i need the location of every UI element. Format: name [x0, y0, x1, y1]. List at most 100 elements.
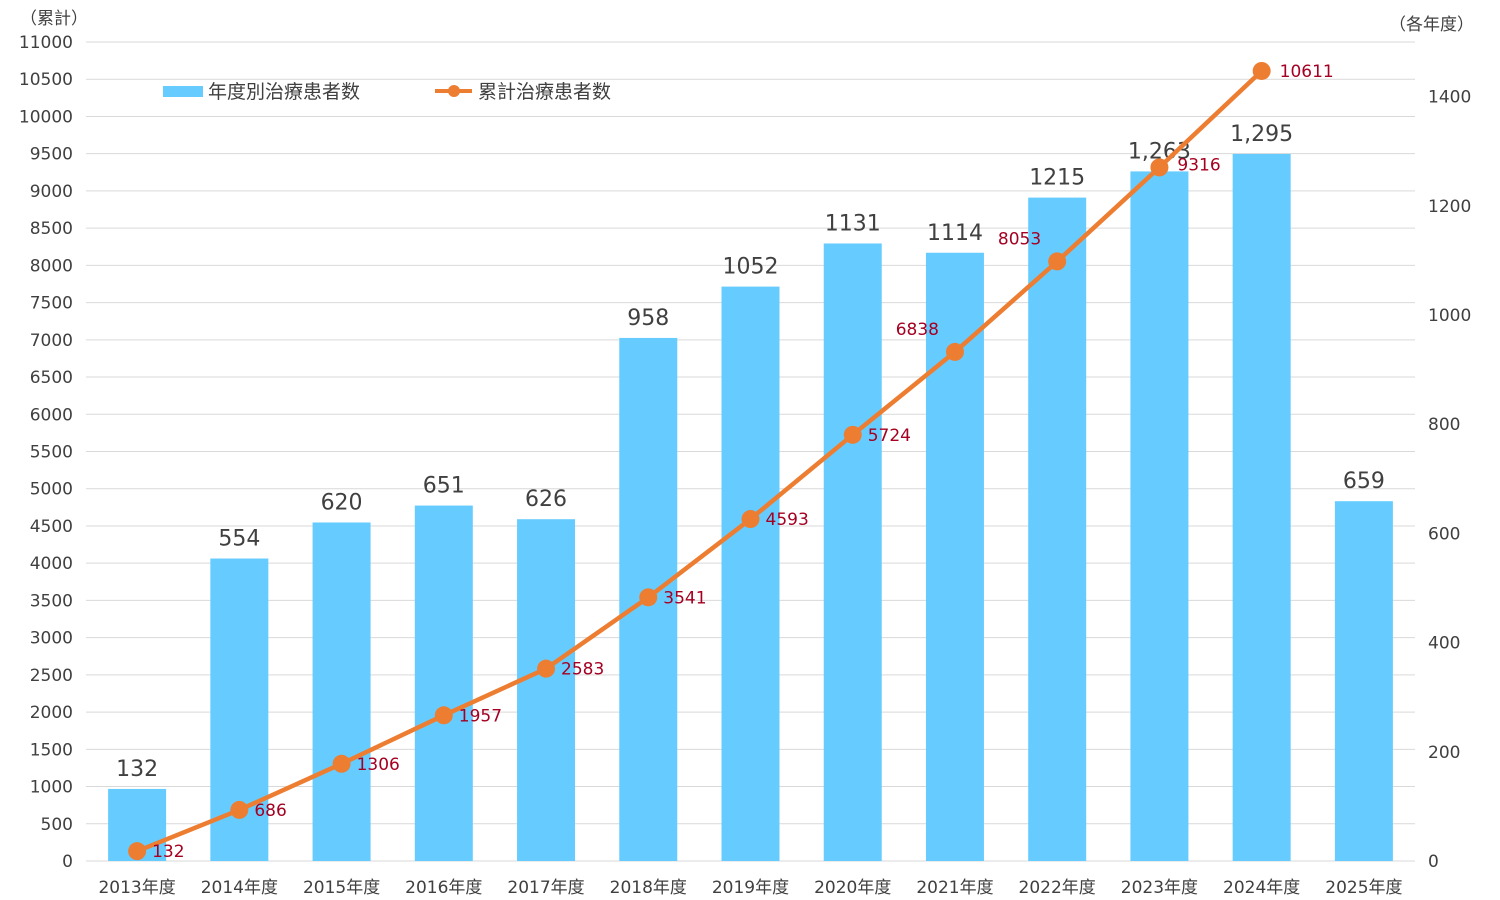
left-axis-tick-label: 7500	[30, 294, 73, 314]
x-axis-tick-label: 2019年度	[712, 878, 789, 898]
bar	[721, 286, 780, 861]
left-axis-tick-label: 5500	[30, 443, 73, 463]
right-axis-tick-label: 1000	[1428, 306, 1471, 326]
line-value-label: 2583	[561, 660, 604, 680]
line-value-label: 4593	[766, 510, 809, 530]
bar-series	[108, 153, 1393, 862]
bar	[517, 519, 576, 861]
line-data-labels: 132 686 1306 1957 2583 3541 4593 5724 6838 8053 93…	[152, 62, 1334, 862]
line-series	[128, 61, 1271, 861]
bar-value-label: 554	[218, 527, 260, 552]
line-value-label: 10611	[1280, 62, 1334, 82]
bar-value-label: 132	[116, 757, 158, 782]
x-axis-tick-label: 2022年度	[1019, 878, 1096, 898]
line-point	[1252, 61, 1271, 80]
line-value-label: 8053	[998, 229, 1041, 249]
left-axis-tick-label: 10500	[19, 70, 73, 90]
line-point	[537, 659, 556, 678]
line-point	[434, 706, 453, 725]
x-axis-tick-label: 2021年度	[916, 878, 993, 898]
legend-line-label: 累計治療患者数	[478, 81, 611, 103]
bar	[1028, 197, 1087, 862]
right-axis-tick-label: 1200	[1428, 197, 1471, 217]
x-axis-tick-label: 2023年度	[1121, 878, 1198, 898]
left-axis-tick-label: 6000	[30, 405, 73, 425]
line-point	[639, 588, 658, 607]
x-axis-tick-label: 2015年度	[303, 878, 380, 898]
bar	[1334, 501, 1393, 861]
x-axis-tick-label: 2013年度	[98, 878, 175, 898]
left-axis-tick-label: 4500	[30, 517, 73, 537]
legend-line-marker	[448, 85, 460, 97]
bar-value-label: 620	[321, 490, 363, 515]
left-axis-tick-label: 8500	[30, 219, 73, 239]
left-axis-tick-label: 2500	[30, 666, 73, 686]
line-point	[128, 842, 147, 861]
line-point	[1048, 252, 1067, 271]
bar	[1232, 153, 1291, 861]
x-axis-tick-label: 2025年度	[1325, 878, 1402, 898]
x-axis-tick-label: 2024年度	[1223, 878, 1300, 898]
line-value-label: 132	[152, 842, 184, 862]
x-axis-tick-label: 2014年度	[201, 878, 278, 898]
line-value-label: 9316	[1177, 155, 1220, 175]
line-point	[230, 800, 249, 819]
bar-value-label: 626	[525, 487, 567, 512]
left-axis-tick-label: 3000	[30, 629, 73, 649]
left-axis-tick-label: 3500	[30, 591, 73, 611]
bar	[1130, 171, 1189, 862]
line-value-label: 1957	[459, 706, 502, 726]
bar-value-label: 1,295	[1230, 122, 1293, 147]
bar-value-label: 1131	[825, 211, 881, 236]
legend-bar-label: 年度別治療患者数	[208, 81, 360, 103]
left-axis-unit: （累計）	[20, 9, 88, 29]
line-value-label: 1306	[357, 755, 400, 775]
left-axis-tick-label: 9500	[30, 145, 73, 165]
left-axis-tick-label: 1000	[30, 778, 73, 798]
x-axis-tick-label: 2016年度	[405, 878, 482, 898]
line-point	[945, 342, 964, 361]
line-value-label: 3541	[663, 588, 706, 608]
legend-bar-swatch	[163, 86, 203, 97]
x-axis-tick-label: 2020年度	[814, 878, 891, 898]
left-axis-tick-label: 9000	[30, 182, 73, 202]
line-point	[1150, 158, 1169, 177]
left-axis-tick-label: 2000	[30, 703, 73, 723]
bar	[823, 243, 882, 861]
left-axis-tick-label: 7000	[30, 331, 73, 351]
left-axis-ticks: 0 500 1000 1500 2000 2500 3000 3500 4000 4500 5000…	[19, 33, 73, 872]
right-axis-tick-label: 200	[1428, 743, 1460, 763]
left-axis-tick-label: 8000	[30, 256, 73, 276]
bar	[414, 505, 473, 861]
left-axis-tick-label: 5000	[30, 480, 73, 500]
bar	[312, 522, 371, 861]
left-axis-tick-label: 6500	[30, 368, 73, 388]
right-axis-tick-label: 0	[1428, 852, 1439, 872]
left-axis-tick-label: 4000	[30, 554, 73, 574]
left-axis-tick-label: 1500	[30, 740, 73, 760]
right-axis-unit: （各年度）	[1389, 15, 1474, 35]
left-axis-tick-label: 0	[62, 852, 73, 872]
bar-value-label: 659	[1343, 469, 1385, 494]
left-axis-tick-label: 500	[41, 815, 73, 835]
right-axis-tick-label: 1400	[1428, 88, 1471, 108]
right-axis-tick-label: 600	[1428, 524, 1460, 544]
x-axis-ticks: 2013年度 2014年度 2015年度 2016年度 2017年度 2018年度 2019…	[98, 878, 1402, 898]
legend: 年度別治療患者数 累計治療患者数	[163, 81, 611, 103]
x-axis-tick-label: 2018年度	[610, 878, 687, 898]
right-axis-tick-label: 800	[1428, 415, 1460, 435]
line-value-label: 5724	[868, 426, 911, 446]
bar-value-label: 1114	[927, 221, 983, 246]
bar-value-label: 651	[423, 474, 465, 499]
x-axis-tick-label: 2017年度	[507, 878, 584, 898]
bar-value-label: 1215	[1029, 166, 1085, 191]
line-point	[843, 425, 862, 444]
line-point	[332, 754, 351, 773]
line-value-label: 6838	[896, 320, 939, 340]
bar-value-label: 958	[627, 306, 669, 331]
left-axis-tick-label: 10000	[19, 107, 73, 127]
line-path	[136, 69, 1264, 854]
